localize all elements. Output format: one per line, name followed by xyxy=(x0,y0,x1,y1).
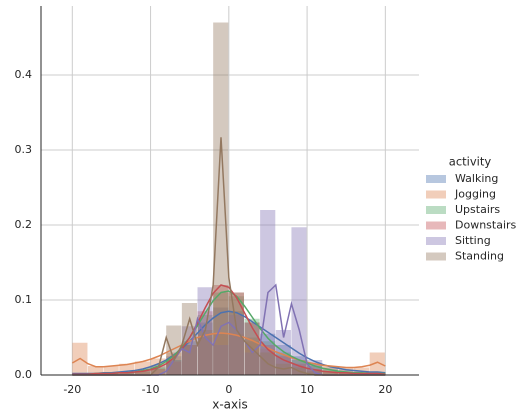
legend-swatch xyxy=(426,221,446,230)
x-tick-label: 0 xyxy=(225,383,232,396)
histogram-bar xyxy=(228,292,244,375)
histogram-bar xyxy=(150,369,166,375)
legend-label: Jogging xyxy=(454,188,496,201)
histogram-bar xyxy=(181,345,198,375)
histogram-bar xyxy=(275,354,291,375)
histogram-bar xyxy=(291,227,307,375)
histogram-bar xyxy=(213,285,229,375)
histogram-bar xyxy=(166,360,182,375)
histogram-bar xyxy=(260,348,276,375)
legend-label: Upstairs xyxy=(455,203,500,216)
histogram-bar xyxy=(103,366,119,375)
legend-label: Standing xyxy=(455,250,504,263)
histogram-bar xyxy=(197,322,213,375)
histogram-bar xyxy=(134,369,151,375)
histogram-bar xyxy=(181,345,198,375)
histogram-bar xyxy=(119,363,135,375)
histogram-bar xyxy=(307,366,323,375)
histogram-bar xyxy=(228,315,244,375)
histogram-bar xyxy=(150,365,166,375)
histogram-bar xyxy=(213,333,229,375)
histogram-bar xyxy=(197,337,213,375)
histogram-bar xyxy=(134,371,151,375)
histogram-bar xyxy=(87,366,104,375)
histogram-bar xyxy=(213,345,229,375)
legend-title: activity xyxy=(449,155,492,169)
histogram-bar xyxy=(291,363,307,375)
y-tick-label: 0.0 xyxy=(15,368,33,381)
histogram-bar xyxy=(213,22,229,375)
legend-label: Downstairs xyxy=(455,219,517,232)
legend-swatch xyxy=(426,206,446,214)
histogram-bar xyxy=(181,345,198,375)
x-tick-label: -20 xyxy=(63,383,81,396)
histogram-bar xyxy=(244,352,260,375)
histogram-bar xyxy=(338,372,354,375)
histogram-bar xyxy=(228,292,244,375)
y-tick-label: 0.3 xyxy=(15,143,33,156)
x-tick-label: 10 xyxy=(300,383,314,396)
histogram-bar xyxy=(275,330,291,375)
x-axis-label: x-axis xyxy=(212,398,247,412)
legend-swatch xyxy=(426,252,446,261)
kde-line xyxy=(71,332,386,369)
x-tick-label: 20 xyxy=(378,383,392,396)
y-tick-label: 0.2 xyxy=(15,218,33,231)
histogram-bar xyxy=(134,371,151,375)
y-tick-label: 0.4 xyxy=(15,68,33,81)
histogram-bar xyxy=(228,333,244,375)
legend-swatch xyxy=(426,190,446,199)
histogram-bar xyxy=(150,367,166,375)
histogram-bar xyxy=(119,372,135,375)
histogram-bar xyxy=(322,371,338,375)
histogram-bar xyxy=(119,372,135,375)
kde-line xyxy=(72,284,386,375)
histogram-bar xyxy=(322,366,338,375)
x-tick-label: -10 xyxy=(142,383,160,396)
histogram-bar xyxy=(369,352,385,375)
legend-swatch xyxy=(426,237,446,245)
legend-label: Sitting xyxy=(455,234,491,247)
histogram-bar xyxy=(228,311,244,375)
histogram-bar xyxy=(166,360,182,375)
legend-label: Walking xyxy=(455,172,498,185)
legend-swatch xyxy=(426,175,446,183)
histogram-bar xyxy=(181,341,198,375)
y-tick-label: 0.1 xyxy=(15,293,33,306)
histogram-bar xyxy=(166,325,182,375)
kde-line xyxy=(72,310,386,375)
